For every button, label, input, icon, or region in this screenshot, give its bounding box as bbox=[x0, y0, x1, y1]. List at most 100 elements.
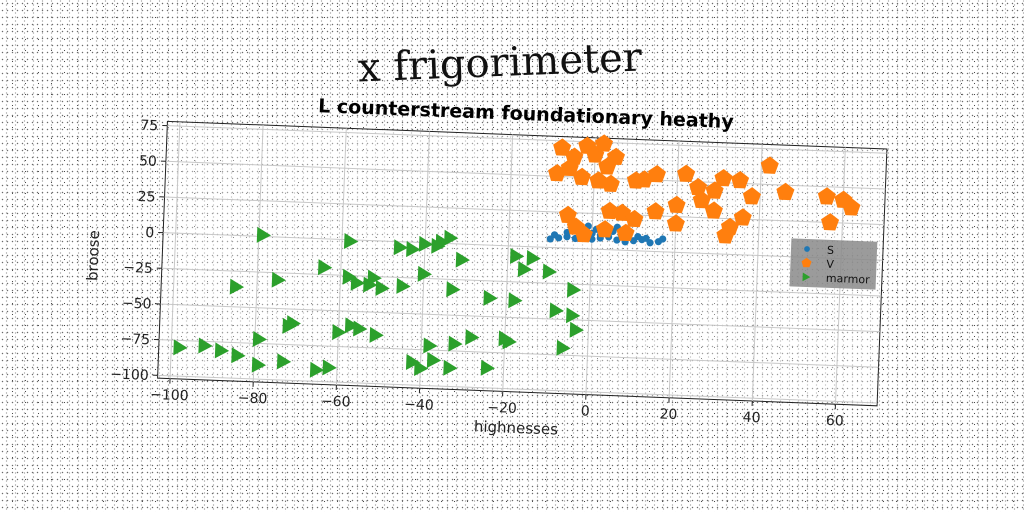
x-tick-label: 60 bbox=[826, 413, 844, 430]
data-point bbox=[558, 205, 577, 224]
y-tick-label: 25 bbox=[137, 189, 155, 206]
data-point bbox=[569, 321, 584, 338]
data-point bbox=[229, 278, 245, 295]
data-point bbox=[173, 339, 188, 356]
data-point bbox=[595, 134, 614, 152]
data-point bbox=[455, 251, 470, 268]
data-point bbox=[692, 190, 711, 209]
y-grid-line bbox=[161, 267, 882, 297]
data-point bbox=[553, 138, 572, 156]
x-tick-label: −60 bbox=[321, 393, 351, 410]
figure-title: x frigorimeter bbox=[357, 35, 643, 92]
data-point bbox=[276, 353, 292, 370]
data-point bbox=[550, 231, 559, 239]
data-point bbox=[483, 289, 498, 306]
series-marmor bbox=[173, 226, 584, 378]
y-grid-line bbox=[157, 374, 878, 404]
y-grid-line bbox=[165, 160, 886, 190]
legend-box bbox=[789, 238, 878, 290]
data-point bbox=[332, 324, 347, 341]
data-point bbox=[423, 337, 438, 354]
x-grid-line bbox=[419, 131, 430, 389]
y-tick-label: −100 bbox=[110, 366, 149, 383]
data-point bbox=[375, 279, 390, 296]
data-point bbox=[666, 214, 685, 232]
legend-marker bbox=[802, 272, 811, 282]
data-point bbox=[393, 239, 408, 256]
y-tick-label: 50 bbox=[139, 153, 157, 170]
data-point bbox=[842, 198, 861, 216]
legend-marker bbox=[804, 246, 810, 252]
data-point bbox=[601, 174, 620, 193]
y-grid-line bbox=[159, 339, 879, 368]
data-point bbox=[344, 317, 360, 334]
data-point bbox=[369, 326, 384, 343]
legend-label: S bbox=[827, 244, 834, 257]
data-point bbox=[542, 263, 558, 280]
data-point bbox=[417, 265, 432, 282]
data-point bbox=[322, 359, 337, 376]
x-tick-label: 0 bbox=[581, 403, 591, 419]
x-tick-label: −40 bbox=[404, 397, 434, 414]
data-point bbox=[443, 359, 458, 376]
x-axis-label: highnesses bbox=[474, 417, 559, 438]
data-point bbox=[731, 170, 750, 189]
y-tick-label: 75 bbox=[140, 118, 158, 135]
data-point bbox=[446, 281, 461, 298]
data-point bbox=[309, 361, 325, 378]
y-axis-ticks: 75 50 25 0 −25 −50 −75 −100 bbox=[110, 118, 168, 384]
data-point bbox=[600, 201, 619, 220]
x-tick-label: −100 bbox=[150, 387, 189, 404]
x-tick-label: 40 bbox=[742, 410, 760, 427]
data-point bbox=[508, 292, 523, 309]
y-tick-label: −25 bbox=[123, 260, 153, 277]
y-grid-line bbox=[167, 125, 887, 154]
data-point bbox=[677, 164, 696, 183]
data-point bbox=[817, 187, 836, 205]
legend-marker bbox=[801, 257, 812, 268]
data-point bbox=[435, 233, 450, 250]
y-grid-line bbox=[163, 232, 883, 261]
x-grid-line bbox=[169, 121, 181, 379]
y-grid-line bbox=[164, 196, 885, 226]
data-point bbox=[256, 226, 272, 243]
data-point bbox=[343, 233, 359, 250]
legend-label: marmor bbox=[826, 272, 871, 287]
data-point bbox=[480, 359, 495, 376]
data-point bbox=[418, 235, 434, 252]
data-point bbox=[317, 259, 333, 276]
data-point bbox=[566, 281, 582, 298]
data-point bbox=[760, 156, 779, 174]
data-point bbox=[595, 220, 614, 238]
x-tick-label: 20 bbox=[659, 406, 677, 423]
data-point bbox=[821, 213, 840, 231]
data-point bbox=[342, 268, 357, 285]
data-point bbox=[406, 241, 421, 258]
x-grid-line bbox=[335, 128, 347, 386]
data-point bbox=[214, 342, 230, 359]
data-point bbox=[405, 354, 421, 370]
data-point bbox=[549, 302, 564, 319]
data-point bbox=[353, 320, 368, 337]
data-point bbox=[625, 209, 644, 228]
data-point bbox=[634, 232, 642, 241]
x-grid-line bbox=[668, 140, 680, 398]
data-point bbox=[526, 250, 541, 267]
data-point bbox=[635, 170, 654, 188]
data-point bbox=[465, 329, 480, 346]
data-point bbox=[556, 339, 571, 356]
grid bbox=[157, 121, 887, 405]
data-point bbox=[642, 234, 650, 242]
x-tick-label: −80 bbox=[238, 390, 268, 407]
data-point bbox=[509, 247, 525, 264]
data-point bbox=[667, 195, 686, 214]
data-point bbox=[198, 337, 213, 354]
data-point bbox=[716, 226, 735, 244]
series-V bbox=[548, 134, 861, 244]
data-point bbox=[286, 315, 301, 332]
data-point bbox=[733, 208, 752, 226]
data-point bbox=[689, 177, 708, 196]
